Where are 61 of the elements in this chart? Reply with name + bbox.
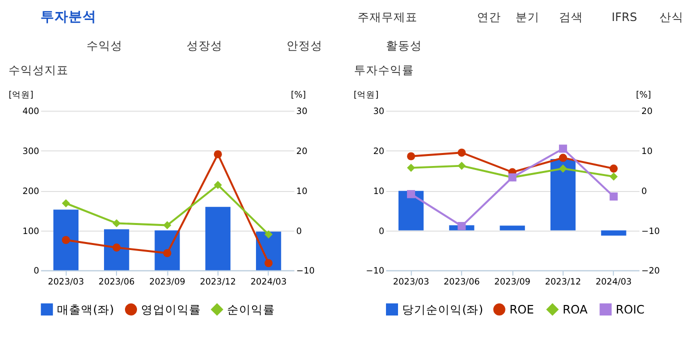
- x-tick-label: 2023/03: [393, 277, 430, 288]
- text: 분기: [516, 10, 540, 24]
- y2-tick-label: −20: [641, 266, 660, 277]
- y-tick-label: 20: [373, 147, 384, 158]
- x-tick-label: 2024/03: [596, 277, 632, 288]
- text: 검색: [558, 10, 583, 24]
- y2-tick-label: 20: [296, 147, 308, 158]
- y-axis-title: [억원]: [8, 90, 34, 101]
- y-tick-label: 10: [373, 186, 384, 197]
- y2-tick-label: 10: [641, 147, 652, 158]
- x-tick-label: 2023/12: [544, 277, 582, 288]
- x-tick-label: 2023/06: [98, 277, 135, 288]
- text: 활동성: [386, 38, 422, 53]
- y-tick-label: 400: [22, 107, 40, 118]
- legend-label: 당기순이익(좌): [402, 302, 484, 316]
- legend-label: 영업이익률: [141, 302, 202, 316]
- y-tick-label: −10: [366, 266, 384, 277]
- y2-tick-label: 20: [641, 107, 652, 118]
- text: 주재무제표: [357, 10, 418, 24]
- y2-tick-label: −10: [641, 226, 660, 237]
- text: 산식: [660, 10, 684, 24]
- legend-label: 순이익률: [227, 302, 276, 316]
- y-tick-label: 0: [34, 266, 40, 277]
- legend-label: 매출액(좌): [57, 302, 114, 316]
- bar: [550, 159, 576, 230]
- x-tick-label: 2023/09: [494, 277, 530, 288]
- y2-tick-label: 0: [296, 226, 302, 237]
- x-tick-label: 2024/03: [250, 277, 287, 288]
- bar: [500, 226, 525, 230]
- y2-axis-title: [%]: [290, 90, 306, 101]
- text: 연간: [477, 10, 502, 24]
- bar: [601, 230, 626, 236]
- x-tick-label: 2023/06: [444, 277, 480, 288]
- x-tick-label: 2023/09: [149, 277, 186, 288]
- y-tick-label: 200: [22, 186, 40, 197]
- text: IFRS: [612, 10, 638, 24]
- y-tick-label: 100: [22, 226, 40, 237]
- bar: [398, 190, 424, 230]
- legend-label: ROA: [562, 302, 588, 316]
- bar: [104, 229, 130, 270]
- x-tick-label: 2023/03: [48, 277, 84, 288]
- legend-label: ROE: [509, 302, 534, 316]
- y-axis-title: [억원]: [354, 90, 378, 101]
- y-tick-label: 300: [22, 147, 40, 158]
- legend-label: ROIC: [616, 302, 644, 316]
- chart-title: 수익성지표: [8, 63, 69, 78]
- bar: [205, 206, 230, 270]
- y-tick-label: 0: [378, 226, 384, 237]
- y2-tick-label: 30: [296, 107, 308, 118]
- y2-tick-label: 10: [296, 186, 308, 197]
- bar: [53, 210, 78, 270]
- text: 안정성: [286, 38, 322, 53]
- text: 성장성: [186, 38, 222, 53]
- x-tick-label: 2023/12: [200, 277, 236, 288]
- y-tick-label: 30: [373, 107, 384, 118]
- y2-axis-title: [%]: [636, 90, 652, 101]
- text: 수익성: [86, 38, 123, 53]
- y2-tick-label: 0: [641, 186, 647, 197]
- text: 투자분석: [40, 8, 97, 25]
- chart-title: 투자수익률: [354, 63, 414, 78]
- y2-tick-label: −10: [296, 266, 315, 277]
